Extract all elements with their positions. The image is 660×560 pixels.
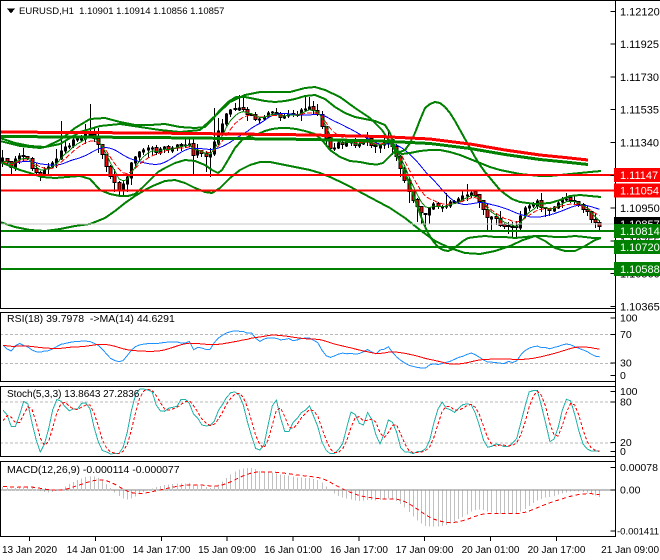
svg-text:1.11925: 1.11925 — [620, 39, 659, 51]
svg-text:1.12120: 1.12120 — [620, 6, 660, 18]
svg-text:RSI(18) 39.7978 ->MA(14) 44.6: RSI(18) 39.7978 ->MA(14) 44.6291 — [7, 313, 175, 325]
svg-text:0.00078: 0.00078 — [620, 462, 658, 474]
svg-text:21 Jan 09:00: 21 Jan 09:00 — [601, 545, 659, 556]
svg-text:20: 20 — [620, 437, 632, 449]
svg-text:100: 100 — [620, 386, 638, 398]
svg-text:13 Jan 2020: 13 Jan 2020 — [2, 545, 57, 556]
svg-text:20 Jan 01:00: 20 Jan 01:00 — [462, 545, 520, 556]
svg-text:70: 70 — [620, 329, 632, 341]
svg-text:0: 0 — [620, 370, 626, 382]
svg-text:EURUSD,H1 1.10901 1.10914 1.1: EURUSD,H1 1.10901 1.10914 1.10856 1.1085… — [19, 6, 224, 17]
svg-text:1.10814: 1.10814 — [620, 226, 660, 238]
svg-text:100: 100 — [620, 313, 638, 325]
svg-text:1.10950: 1.10950 — [620, 203, 660, 215]
svg-text:80: 80 — [620, 397, 632, 409]
svg-text:15 Jan 09:00: 15 Jan 09:00 — [198, 545, 256, 556]
svg-text:14 Jan 01:00: 14 Jan 01:00 — [67, 545, 125, 556]
svg-text:-0.001411: -0.001411 — [617, 527, 659, 538]
svg-text:1.10365: 1.10365 — [620, 302, 660, 314]
svg-text:0.00: 0.00 — [620, 485, 641, 497]
svg-text:17 Jan 09:00: 17 Jan 09:00 — [396, 545, 454, 556]
svg-text:1.10588: 1.10588 — [620, 264, 660, 276]
svg-text:Stoch(5,3,3) 13.8643 27.2836: Stoch(5,3,3) 13.8643 27.2836 — [7, 389, 140, 400]
svg-text:14 Jan 17:00: 14 Jan 17:00 — [133, 545, 191, 556]
svg-text:20 Jan 17:00: 20 Jan 17:00 — [528, 545, 586, 556]
svg-text:MACD(12,26,9) -0.000114 -0.000: MACD(12,26,9) -0.000114 -0.000077 — [7, 464, 180, 476]
svg-text:1.11340: 1.11340 — [620, 138, 659, 150]
svg-text:16 Jan 17:00: 16 Jan 17:00 — [330, 545, 388, 556]
svg-text:16 Jan 01:00: 16 Jan 01:00 — [264, 545, 322, 556]
svg-text:1.10720: 1.10720 — [620, 242, 660, 254]
svg-text:0: 0 — [620, 446, 626, 458]
svg-text:1.11147: 1.11147 — [620, 170, 658, 182]
svg-text:30: 30 — [620, 358, 632, 370]
svg-text:1.11054: 1.11054 — [620, 186, 659, 198]
svg-text:1.11730: 1.11730 — [620, 72, 659, 84]
svg-text:1.11535: 1.11535 — [620, 105, 659, 117]
